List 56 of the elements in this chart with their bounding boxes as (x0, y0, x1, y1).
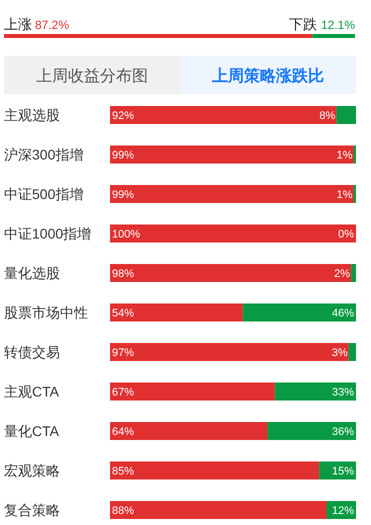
y-tick-label: 量化CTA (4, 423, 60, 439)
text: 上周收益分布图 (36, 67, 148, 85)
data-label: 85% (112, 466, 134, 478)
data-label: 8% (319, 110, 336, 122)
bar (242, 304, 356, 322)
bar (336, 106, 356, 124)
data-label: 98% (112, 268, 134, 280)
data-label: 54% (112, 308, 134, 320)
data-label: 99% (112, 150, 134, 162)
data-label: 12% (332, 505, 354, 517)
series-label: 上涨 (4, 16, 32, 32)
bar (110, 106, 336, 124)
bar (110, 304, 243, 322)
bar (274, 382, 356, 400)
bar (110, 146, 354, 164)
y-tick-label: 主观选股 (4, 107, 60, 123)
y-tick-label: 宏观策略 (4, 462, 60, 478)
data-label: 36% (332, 426, 354, 438)
data-label: 15% (332, 466, 354, 478)
data-label: 99% (112, 189, 134, 201)
series-label: 下跌 (289, 16, 317, 32)
bar (110, 501, 326, 519)
y-tick-label: 中证500指增 (4, 186, 84, 202)
data-label: 12.1% (320, 18, 356, 32)
data-label: 33% (332, 386, 354, 398)
y-tick-label: 股票市场中性 (4, 304, 88, 320)
data-label: 92% (112, 110, 134, 122)
bar (110, 343, 349, 361)
data-label: 88% (112, 505, 134, 517)
data-label: 1% (336, 150, 353, 162)
data-label: 46% (332, 308, 354, 320)
data-label: 2% (334, 268, 350, 280)
bar (110, 224, 356, 242)
chart-title: 上周策略涨跌比 (211, 67, 324, 85)
bar (110, 382, 275, 400)
bar (110, 422, 268, 440)
data-label: 3% (332, 347, 348, 359)
bar (348, 343, 356, 361)
data-label: 67% (112, 386, 134, 398)
data-label: 100% (112, 228, 140, 240)
bar (110, 462, 320, 480)
bar (110, 185, 354, 203)
data-label: 97% (112, 347, 134, 359)
y-tick-label: 量化选股 (4, 265, 60, 281)
data-label: 0% (338, 228, 354, 240)
bar (351, 264, 356, 282)
y-tick-label: 沪深300指增 (4, 146, 84, 162)
bar (267, 422, 356, 440)
data-label: 87.2% (35, 18, 70, 32)
y-tick-label: 转债交易 (4, 344, 60, 360)
bar (110, 264, 352, 282)
y-tick-label: 主观CTA (4, 384, 60, 400)
data-label: 1% (336, 189, 353, 201)
y-tick-label: 中证1000指增 (4, 226, 92, 242)
data-label: 64% (112, 426, 134, 438)
y-tick-label: 复合策略 (4, 502, 60, 518)
